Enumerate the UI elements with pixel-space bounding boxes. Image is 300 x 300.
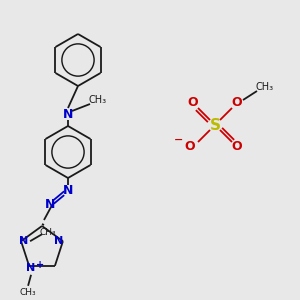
Text: CH₃: CH₃ [89,95,107,105]
Text: O: O [232,97,242,110]
Text: N: N [20,236,29,246]
Text: CH₃: CH₃ [40,228,56,237]
Text: +: + [36,260,44,270]
Text: −: − [174,135,184,145]
Text: N: N [63,184,73,196]
Text: CH₃: CH₃ [20,288,36,297]
Text: N: N [26,263,36,273]
Text: O: O [185,140,195,154]
Text: O: O [188,97,198,110]
Text: N: N [45,199,55,212]
Text: N: N [63,109,73,122]
Text: CH₃: CH₃ [256,82,274,92]
Text: O: O [232,140,242,154]
Text: N: N [54,236,64,246]
Text: S: S [209,118,220,133]
